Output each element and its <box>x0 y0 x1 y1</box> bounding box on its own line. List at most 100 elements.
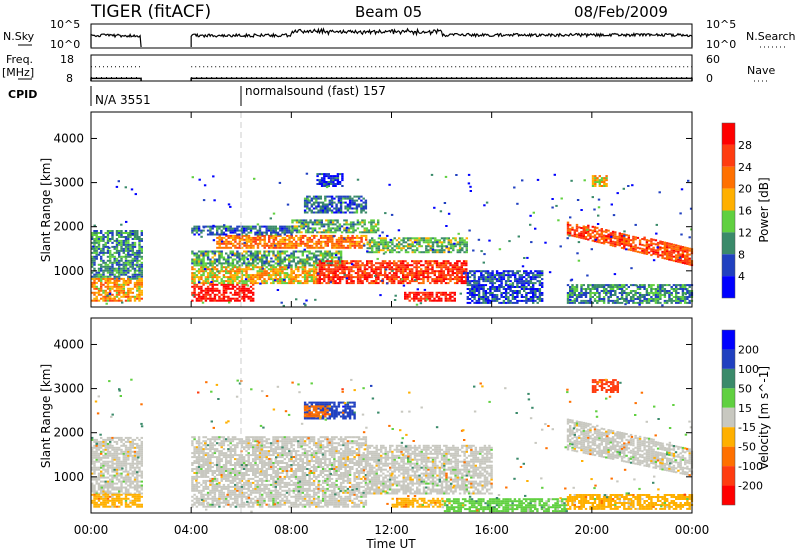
power-cell <box>295 266 297 268</box>
power-cell <box>440 292 442 294</box>
power-cell <box>107 242 109 244</box>
power-cell <box>610 296 612 298</box>
power-cell <box>346 274 348 276</box>
power-cell <box>625 292 627 294</box>
power-cell <box>468 174 470 176</box>
power-cell <box>125 274 127 276</box>
power-cell <box>288 226 290 228</box>
power-cell <box>141 268 143 270</box>
power-cell <box>225 234 227 236</box>
power-cell <box>337 260 339 262</box>
power-cell <box>656 224 658 226</box>
power-cell <box>98 248 100 250</box>
power-cell <box>364 221 366 223</box>
power-cell <box>422 278 424 280</box>
power-cell <box>322 204 324 206</box>
power-cell <box>420 264 422 266</box>
power-cell <box>304 245 306 247</box>
power-cell <box>469 288 471 290</box>
power-cell <box>221 237 223 239</box>
power-cell <box>127 290 129 292</box>
power-cell <box>352 282 354 284</box>
power-cell <box>389 260 391 262</box>
power-cell <box>509 294 511 296</box>
power-cell <box>252 262 254 264</box>
power-cell <box>638 304 640 306</box>
power-cell <box>389 278 391 280</box>
power-cell <box>257 243 259 245</box>
power-cell <box>431 296 433 298</box>
power-cell <box>684 286 686 288</box>
power-cell <box>266 228 268 230</box>
power-cell <box>311 264 313 266</box>
power-cell <box>236 261 238 263</box>
power-cell <box>196 270 198 272</box>
power-cell <box>354 223 356 225</box>
power-cell <box>257 247 259 249</box>
power-cell <box>350 276 352 278</box>
power-cell <box>193 272 195 274</box>
power-cell <box>454 245 456 247</box>
power-cell <box>118 284 120 286</box>
power-cell <box>449 280 451 282</box>
power-cell <box>252 255 254 257</box>
power-cell <box>93 294 95 296</box>
power-cell <box>196 255 198 257</box>
freq-trace <box>91 67 692 81</box>
power-cell <box>430 239 432 241</box>
power-cell <box>263 257 265 259</box>
power-cell <box>252 278 254 280</box>
power-cell <box>483 253 485 255</box>
power-cell <box>403 241 405 243</box>
power-cell <box>360 239 362 241</box>
power-cell <box>300 219 302 221</box>
power-cell <box>202 230 204 232</box>
power-cell <box>332 268 334 270</box>
power-cell <box>248 241 250 243</box>
power-cell <box>270 266 272 268</box>
power-cell <box>594 179 596 181</box>
power-cell <box>225 290 227 292</box>
power-cell <box>365 208 367 210</box>
power-cell <box>120 292 122 294</box>
power-cell <box>653 259 655 261</box>
power-cell <box>216 284 218 286</box>
power-cell <box>418 239 420 241</box>
power-cell <box>505 302 507 304</box>
power-cell <box>239 290 241 292</box>
colorbar-tick-label: 20 <box>738 183 752 196</box>
power-cell <box>614 302 616 304</box>
velocity-cell <box>96 481 98 483</box>
power-cell <box>243 288 245 290</box>
power-cell <box>304 206 306 208</box>
power-cell <box>434 274 436 276</box>
power-cell <box>105 286 107 288</box>
power-cell <box>138 298 140 300</box>
power-cell <box>247 285 249 287</box>
power-cell <box>114 270 116 272</box>
power-cell <box>202 257 204 259</box>
power-cell <box>375 229 377 231</box>
power-cell <box>360 204 362 206</box>
power-cell <box>454 268 456 270</box>
power-cell <box>123 242 125 244</box>
velocity-cell <box>93 489 95 491</box>
power-cell <box>655 239 657 241</box>
power-cell <box>347 235 349 237</box>
power-cell <box>636 285 638 287</box>
power-cell <box>465 268 467 270</box>
power-cell <box>245 253 247 255</box>
power-cell <box>632 298 634 300</box>
power-cell <box>332 272 334 274</box>
power-cell <box>398 264 400 266</box>
power-cell <box>621 241 623 243</box>
power-cell <box>203 226 205 228</box>
power-cell <box>136 250 138 252</box>
power-cell <box>349 196 351 198</box>
power-cell <box>361 274 363 276</box>
power-cell <box>279 182 281 184</box>
power-cell <box>330 231 332 233</box>
power-cell <box>237 243 239 245</box>
power-cell <box>443 274 445 276</box>
power-cell <box>443 280 445 282</box>
